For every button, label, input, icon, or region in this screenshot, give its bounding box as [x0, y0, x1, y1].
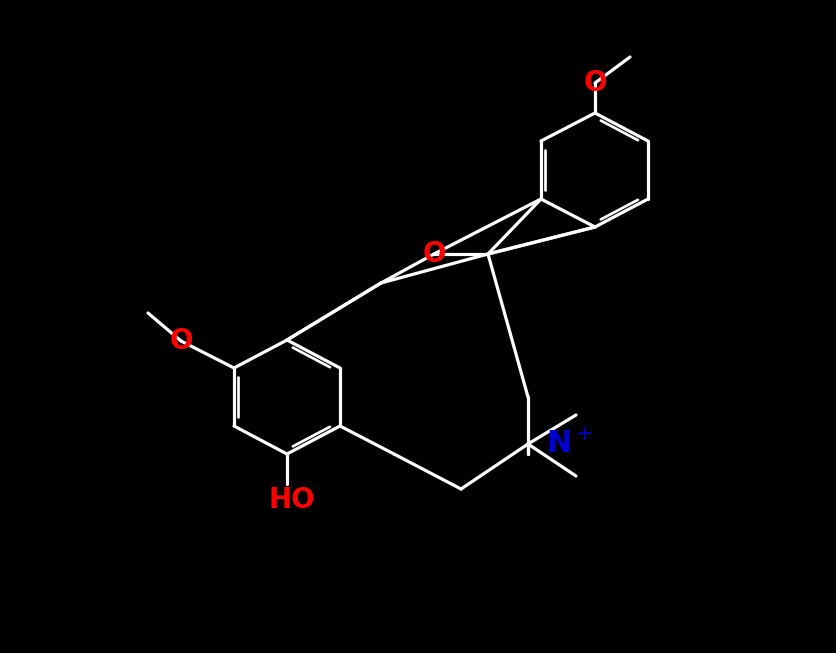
Text: HO: HO — [268, 486, 315, 514]
Text: O: O — [169, 327, 192, 355]
Text: O: O — [583, 69, 606, 97]
Text: N$^+$: N$^+$ — [545, 430, 593, 458]
Text: O: O — [421, 240, 446, 268]
